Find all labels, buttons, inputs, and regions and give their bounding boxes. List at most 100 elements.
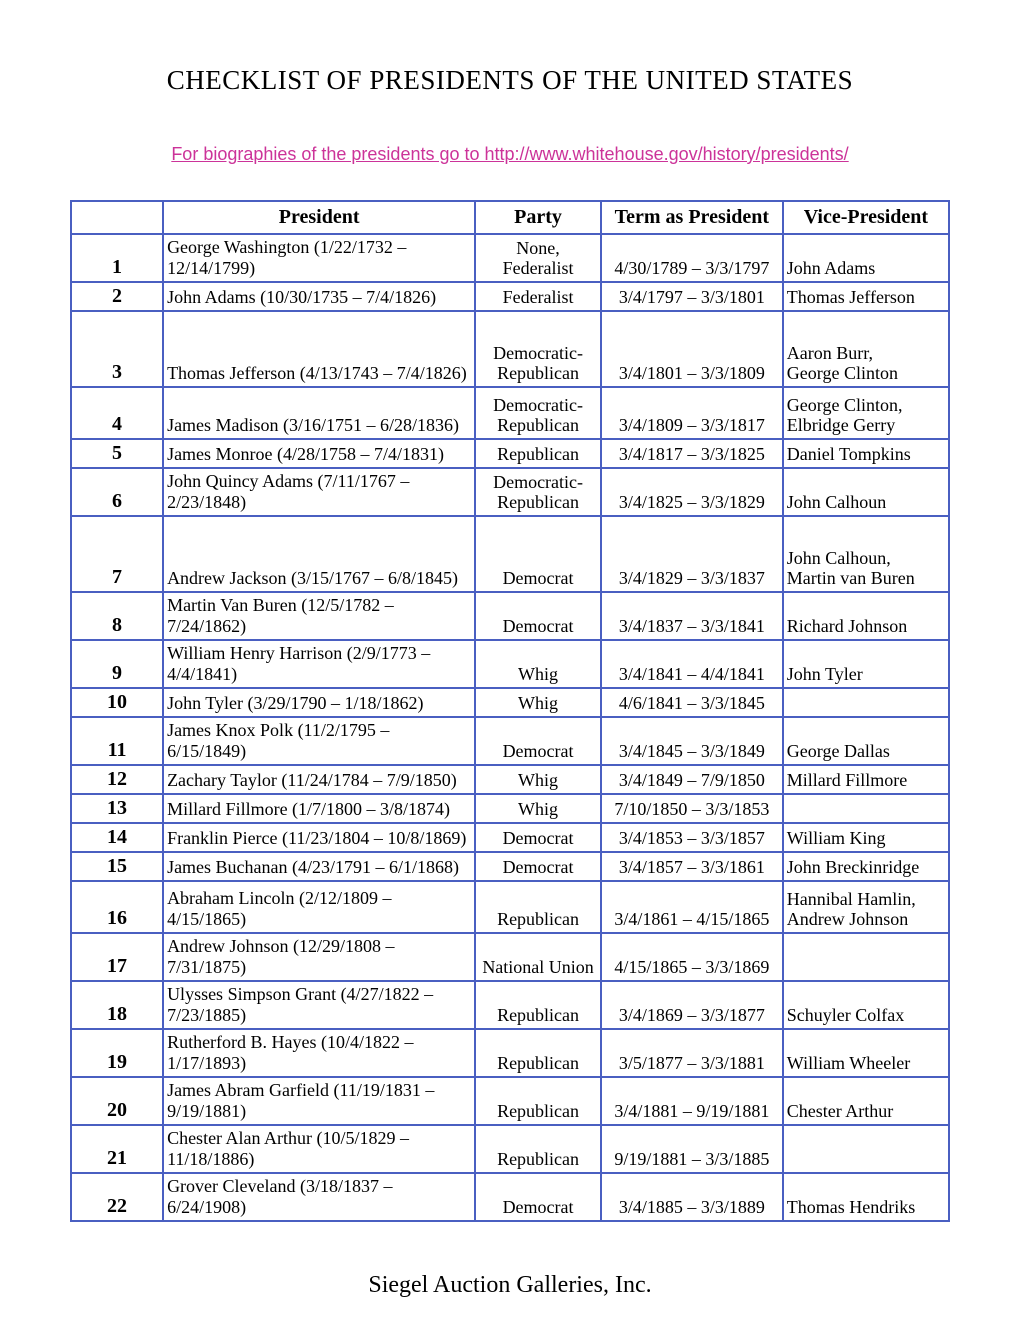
cell-party: Democrat — [475, 1173, 601, 1221]
cell-vp: Aaron Burr,George Clinton — [783, 311, 949, 387]
cell-number: 8 — [71, 592, 163, 640]
cell-vp: George Clinton,Elbridge Gerry — [783, 387, 949, 439]
table-row: 15James Buchanan (4/23/1791 – 6/1/1868)D… — [71, 852, 949, 881]
cell-party: Whig — [475, 688, 601, 717]
header-party: Party — [475, 201, 601, 234]
cell-party: Democrat — [475, 516, 601, 592]
cell-term: 3/4/1881 – 9/19/1881 — [601, 1077, 783, 1125]
cell-number: 18 — [71, 981, 163, 1029]
cell-vp: Richard Johnson — [783, 592, 949, 640]
cell-president: Abraham Lincoln (2/12/1809 – 4/15/1865) — [163, 881, 475, 933]
table-row: 18Ulysses Simpson Grant (4/27/1822 – 7/2… — [71, 981, 949, 1029]
cell-number: 1 — [71, 234, 163, 282]
table-row: 2John Adams (10/30/1735 – 7/4/1826)Feder… — [71, 282, 949, 311]
cell-number: 5 — [71, 439, 163, 468]
cell-term: 7/10/1850 – 3/3/1853 — [601, 794, 783, 823]
cell-party: Democratic-Republican — [475, 468, 601, 516]
cell-number: 15 — [71, 852, 163, 881]
cell-party: Republican — [475, 1029, 601, 1077]
cell-president: James Abram Garfield (11/19/1831 – 9/19/… — [163, 1077, 475, 1125]
cell-president: Andrew Johnson (12/29/1808 – 7/31/1875) — [163, 933, 475, 981]
cell-number: 17 — [71, 933, 163, 981]
cell-president: James Buchanan (4/23/1791 – 6/1/1868) — [163, 852, 475, 881]
cell-term: 3/4/1845 – 3/3/1849 — [601, 717, 783, 765]
cell-party: Republican — [475, 1125, 601, 1173]
cell-party: Democratic-Republican — [475, 387, 601, 439]
cell-president: Millard Fillmore (1/7/1800 – 3/8/1874) — [163, 794, 475, 823]
biographies-link[interactable]: For biographies of the presidents go to … — [70, 144, 950, 165]
footer-text: Siegel Auction Galleries, Inc. — [70, 1222, 950, 1299]
cell-vp: George Dallas — [783, 717, 949, 765]
cell-president: James Knox Polk (11/2/1795 – 6/15/1849) — [163, 717, 475, 765]
cell-number: 13 — [71, 794, 163, 823]
cell-party: Democrat — [475, 823, 601, 852]
table-row: 22Grover Cleveland (3/18/1837 – 6/24/190… — [71, 1173, 949, 1221]
table-row: 11James Knox Polk (11/2/1795 – 6/15/1849… — [71, 717, 949, 765]
cell-number: 20 — [71, 1077, 163, 1125]
cell-term: 3/4/1861 – 4/15/1865 — [601, 881, 783, 933]
table-row: 3Thomas Jefferson (4/13/1743 – 7/4/1826)… — [71, 311, 949, 387]
cell-president: Franklin Pierce (11/23/1804 – 10/8/1869) — [163, 823, 475, 852]
cell-term: 3/4/1853 – 3/3/1857 — [601, 823, 783, 852]
table-row: 8Martin Van Buren (12/5/1782 – 7/24/1862… — [71, 592, 949, 640]
cell-term: 3/4/1857 – 3/3/1861 — [601, 852, 783, 881]
table-row: 5James Monroe (4/28/1758 – 7/4/1831)Repu… — [71, 439, 949, 468]
cell-president: Rutherford B. Hayes (10/4/1822 – 1/17/18… — [163, 1029, 475, 1077]
cell-term: 3/4/1829 – 3/3/1837 — [601, 516, 783, 592]
cell-term: 4/6/1841 – 3/3/1845 — [601, 688, 783, 717]
cell-term: 3/4/1797 – 3/3/1801 — [601, 282, 783, 311]
table-row: 10John Tyler (3/29/1790 – 1/18/1862)Whig… — [71, 688, 949, 717]
cell-number: 3 — [71, 311, 163, 387]
cell-president: Ulysses Simpson Grant (4/27/1822 – 7/23/… — [163, 981, 475, 1029]
cell-party: Democratic-Republican — [475, 311, 601, 387]
cell-party: Republican — [475, 439, 601, 468]
cell-vp: Schuyler Colfax — [783, 981, 949, 1029]
table-header: President Party Term as President Vice-P… — [71, 201, 949, 234]
table-row: 12Zachary Taylor (11/24/1784 – 7/9/1850)… — [71, 765, 949, 794]
cell-term: 9/19/1881 – 3/3/1885 — [601, 1125, 783, 1173]
cell-vp: John Calhoun — [783, 468, 949, 516]
table-row: 19Rutherford B. Hayes (10/4/1822 – 1/17/… — [71, 1029, 949, 1077]
cell-number: 11 — [71, 717, 163, 765]
cell-president: John Quincy Adams (7/11/1767 – 2/23/1848… — [163, 468, 475, 516]
cell-president: John Tyler (3/29/1790 – 1/18/1862) — [163, 688, 475, 717]
cell-party: Whig — [475, 640, 601, 688]
cell-term: 3/4/1837 – 3/3/1841 — [601, 592, 783, 640]
cell-party: Republican — [475, 1077, 601, 1125]
cell-term: 3/4/1817 – 3/3/1825 — [601, 439, 783, 468]
cell-number: 6 — [71, 468, 163, 516]
cell-number: 19 — [71, 1029, 163, 1077]
cell-party: Whig — [475, 794, 601, 823]
cell-number: 7 — [71, 516, 163, 592]
cell-number: 4 — [71, 387, 163, 439]
header-vp: Vice-President — [783, 201, 949, 234]
table-row: 14Franklin Pierce (11/23/1804 – 10/8/186… — [71, 823, 949, 852]
cell-term: 3/4/1809 – 3/3/1817 — [601, 387, 783, 439]
table-row: 20James Abram Garfield (11/19/1831 – 9/1… — [71, 1077, 949, 1125]
cell-party: Democrat — [475, 717, 601, 765]
table-row: 16Abraham Lincoln (2/12/1809 – 4/15/1865… — [71, 881, 949, 933]
cell-term: 4/15/1865 – 3/3/1869 — [601, 933, 783, 981]
table-row: 6John Quincy Adams (7/11/1767 – 2/23/184… — [71, 468, 949, 516]
cell-party: Democrat — [475, 592, 601, 640]
cell-number: 10 — [71, 688, 163, 717]
cell-number: 22 — [71, 1173, 163, 1221]
cell-vp: William Wheeler — [783, 1029, 949, 1077]
cell-vp: Chester Arthur — [783, 1077, 949, 1125]
page-title: CHECKLIST OF PRESIDENTS OF THE UNITED ST… — [70, 65, 950, 96]
cell-party: Democrat — [475, 852, 601, 881]
cell-number: 12 — [71, 765, 163, 794]
cell-number: 21 — [71, 1125, 163, 1173]
cell-term: 3/5/1877 – 3/3/1881 — [601, 1029, 783, 1077]
cell-president: Martin Van Buren (12/5/1782 – 7/24/1862) — [163, 592, 475, 640]
presidents-table: President Party Term as President Vice-P… — [70, 200, 950, 1222]
cell-vp — [783, 688, 949, 717]
table-row: 17Andrew Johnson (12/29/1808 – 7/31/1875… — [71, 933, 949, 981]
cell-vp: William King — [783, 823, 949, 852]
cell-term: 3/4/1801 – 3/3/1809 — [601, 311, 783, 387]
cell-president: George Washington (1/22/1732 – 12/14/179… — [163, 234, 475, 282]
cell-vp — [783, 1125, 949, 1173]
cell-vp: John Breckinridge — [783, 852, 949, 881]
cell-party: Whig — [475, 765, 601, 794]
cell-number: 14 — [71, 823, 163, 852]
